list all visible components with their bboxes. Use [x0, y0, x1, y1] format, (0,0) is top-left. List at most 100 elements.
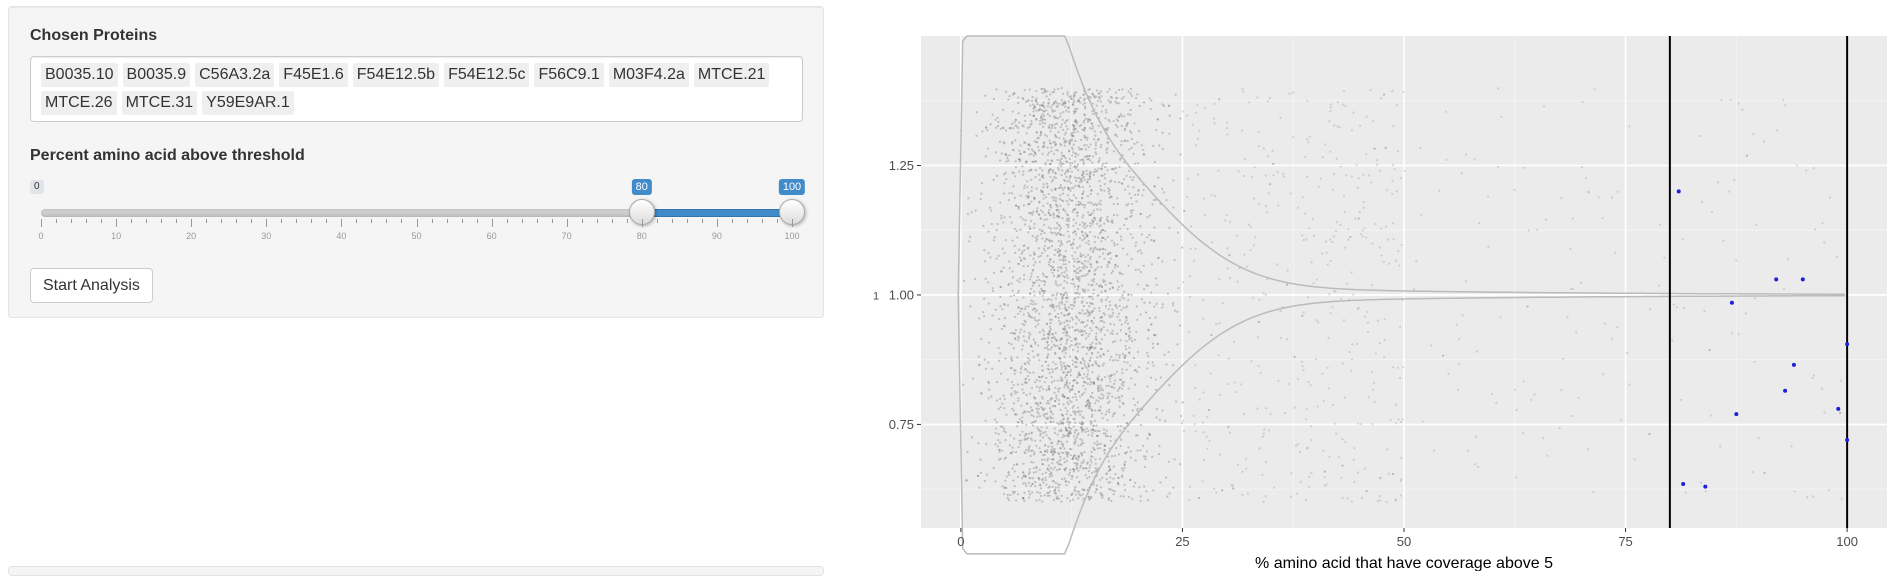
- background-point: [1057, 208, 1060, 211]
- background-point: [1052, 498, 1055, 502]
- background-point: [1048, 261, 1051, 264]
- background-point: [1084, 203, 1087, 206]
- background-point: [1001, 425, 1004, 428]
- background-point: [1029, 113, 1032, 116]
- background-point: [1068, 149, 1071, 152]
- slider-minor-tick: [731, 219, 733, 223]
- background-point: [1070, 493, 1073, 496]
- protein-chip[interactable]: MTCE.26: [41, 91, 117, 115]
- background-point: [1051, 169, 1054, 172]
- background-point: [1128, 334, 1131, 337]
- background-point: [1047, 151, 1051, 154]
- background-point: [1130, 196, 1133, 200]
- protein-chip[interactable]: B0035.9: [122, 63, 191, 87]
- background-point: [1166, 495, 1169, 498]
- background-point: [1034, 310, 1037, 313]
- background-point: [1379, 476, 1383, 479]
- background-point: [1034, 318, 1037, 322]
- background-point: [1070, 187, 1073, 190]
- threshold-range-slider[interactable]: 0 80 100 0 10 20 30 40 50 60 70 80 90 100: [30, 175, 806, 255]
- background-point: [1080, 442, 1083, 445]
- background-point: [1023, 491, 1026, 494]
- background-point: [1098, 255, 1101, 258]
- background-point: [1100, 316, 1103, 319]
- background-point: [1361, 229, 1364, 232]
- protein-chip[interactable]: MTCE.31: [121, 91, 198, 115]
- slider-minor-tick: [71, 219, 73, 223]
- start-analysis-button[interactable]: Start Analysis: [30, 268, 153, 303]
- protein-chip[interactable]: F45E1.6: [279, 63, 348, 87]
- background-point: [1107, 118, 1110, 121]
- background-point: [1096, 138, 1100, 141]
- background-point: [1103, 444, 1107, 448]
- background-point: [1075, 365, 1079, 368]
- background-point: [1057, 497, 1060, 500]
- background-point: [1195, 111, 1198, 114]
- protein-chip[interactable]: F54E12.5c: [444, 63, 530, 87]
- y-tick-label: 1.25: [889, 158, 914, 173]
- background-point: [1015, 499, 1018, 502]
- background-point: [1076, 267, 1079, 271]
- background-point: [1141, 194, 1144, 197]
- background-point: [1057, 304, 1061, 307]
- background-point: [1054, 481, 1058, 485]
- background-point: [1038, 491, 1042, 495]
- protein-chip[interactable]: M03F4.2a: [608, 63, 689, 87]
- background-point: [1104, 238, 1107, 241]
- background-point: [1782, 99, 1785, 102]
- background-point: [1049, 305, 1053, 308]
- background-point: [1028, 410, 1031, 414]
- background-point: [1096, 356, 1099, 359]
- protein-chip[interactable]: B0035.10: [41, 63, 118, 87]
- background-point: [1017, 101, 1020, 104]
- protein-chip[interactable]: Y59E9AR.1: [202, 91, 294, 115]
- slider-minor-tick: [521, 219, 523, 223]
- background-point: [1070, 388, 1073, 391]
- background-point: [1081, 415, 1084, 418]
- background-point: [1088, 475, 1091, 479]
- background-point: [967, 197, 970, 200]
- background-point: [987, 381, 990, 385]
- background-point: [1092, 94, 1096, 97]
- background-point: [1120, 124, 1123, 128]
- background-point: [1078, 148, 1081, 151]
- protein-chip[interactable]: F56C9.1: [534, 63, 604, 87]
- protein-chip[interactable]: MTCE.21: [693, 63, 770, 87]
- slider-selected-bar[interactable]: [641, 209, 792, 217]
- background-point: [1024, 448, 1028, 452]
- background-point: [1127, 327, 1130, 330]
- background-point: [1009, 452, 1012, 455]
- background-point: [1062, 293, 1066, 296]
- background-point: [1133, 122, 1136, 125]
- background-point: [1513, 188, 1516, 191]
- background-point: [1082, 121, 1085, 124]
- background-point: [1196, 137, 1199, 140]
- background-point: [1065, 175, 1068, 178]
- background-point: [1016, 291, 1019, 294]
- background-point: [1119, 339, 1122, 342]
- background-point: [1168, 114, 1171, 117]
- protein-chip[interactable]: F54E12.5b: [352, 63, 440, 87]
- background-point: [1017, 248, 1021, 251]
- background-point: [1560, 196, 1563, 200]
- background-point: [993, 418, 997, 421]
- background-point: [1023, 150, 1026, 154]
- slider-track[interactable]: [41, 209, 792, 217]
- selected-protein-point: [1783, 388, 1788, 393]
- background-point: [998, 448, 1001, 451]
- background-point: [1089, 201, 1092, 204]
- background-point: [992, 466, 995, 470]
- background-point: [1123, 290, 1126, 293]
- background-point: [1150, 263, 1154, 266]
- background-point: [1126, 304, 1129, 308]
- background-point: [1032, 114, 1035, 117]
- background-point: [1040, 104, 1044, 107]
- background-point: [1037, 412, 1040, 415]
- background-point: [1047, 211, 1050, 215]
- background-point: [1097, 400, 1100, 403]
- background-point: [1026, 402, 1029, 405]
- background-point: [1041, 190, 1044, 193]
- protein-chip[interactable]: C56A3.2a: [195, 63, 275, 87]
- background-point: [1391, 222, 1395, 225]
- protein-select-input[interactable]: B0035.10 B0035.9 C56A3.2a F45E1.6 F54E12.5b F…: [30, 56, 803, 122]
